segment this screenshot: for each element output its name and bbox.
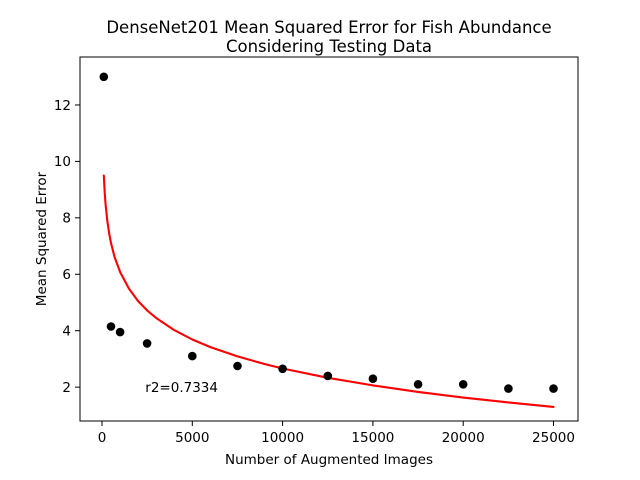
x-tick-label: 5000	[175, 430, 209, 446]
scatter-point	[278, 364, 287, 374]
scatter-point	[233, 361, 242, 371]
chart-title-line2: Considering Testing Data	[226, 37, 432, 56]
y-tick-label: 12	[54, 98, 71, 114]
scatter-point	[504, 384, 513, 393]
y-axis-label: Mean Squared Error	[34, 171, 50, 306]
chart-title-line1: DenseNet201 Mean Squared Error for Fish …	[106, 18, 551, 37]
scatter-point	[106, 322, 116, 331]
fit-line	[102, 174, 555, 408]
scatter-point	[549, 384, 558, 393]
x-tick-label: 10000	[261, 430, 304, 446]
y-tick-label: 8	[62, 211, 71, 227]
x-tick-label: 15000	[351, 430, 394, 446]
scatter-point	[142, 339, 152, 348]
x-tick-label: 0	[98, 430, 107, 446]
r2-annotation: r2=0.7334	[145, 380, 218, 396]
scatter-point	[458, 380, 468, 389]
plot-border	[79, 56, 579, 422]
scatter-point	[413, 380, 423, 389]
scatter-point	[323, 371, 333, 381]
scatter-point	[188, 351, 197, 361]
x-axis-ticks: 0 5000 10000 15000 20000 25000	[98, 421, 575, 446]
y-tick-label: 6	[62, 267, 71, 283]
y-axis-ticks: 2 4 6 8 10 12	[54, 98, 80, 396]
x-tick-label: 20000	[442, 430, 485, 446]
x-tick-label: 25000	[532, 430, 575, 446]
y-tick-label: 2	[62, 380, 71, 396]
y-tick-label: 10	[54, 154, 71, 170]
fit-line-group	[102, 174, 555, 408]
scatter-point	[99, 72, 109, 82]
scatter-point	[368, 374, 378, 384]
scatter-points-group	[99, 72, 558, 393]
x-axis-label: Number of Augmented Images	[225, 452, 433, 468]
y-tick-label: 4	[62, 324, 71, 340]
scatter-point	[115, 327, 125, 337]
